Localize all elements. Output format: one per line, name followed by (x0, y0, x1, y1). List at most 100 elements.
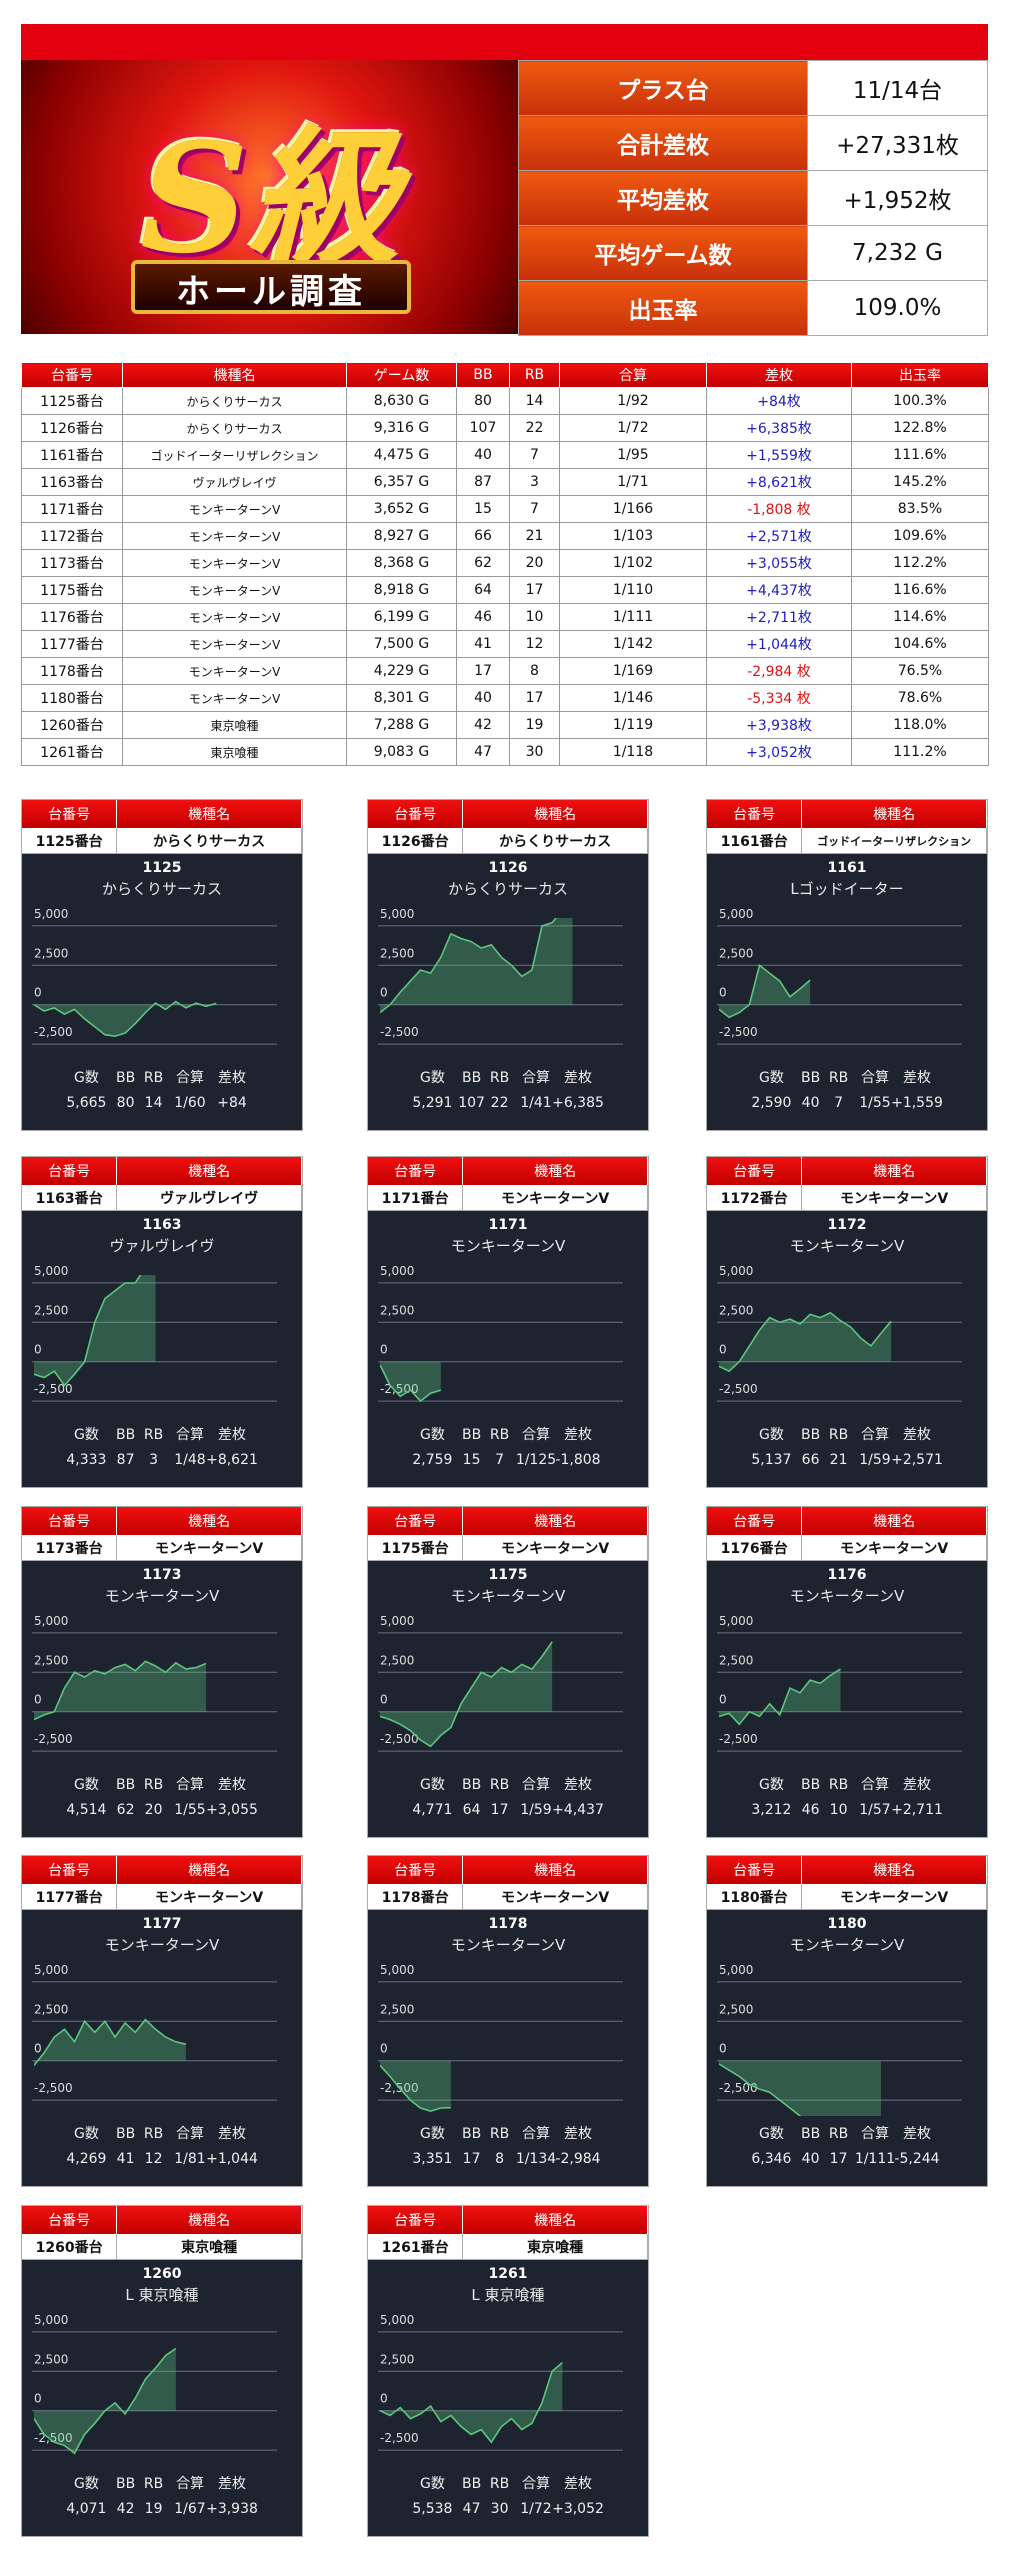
table-cell: 83.5% (851, 495, 989, 523)
stat-value: 47 (463, 2501, 481, 2517)
table-cell: +84枚 (706, 387, 852, 415)
stat-value: -1,808 (555, 1452, 600, 1468)
stat-value: 5,665 (66, 1095, 106, 1111)
table-cell: +2,571枚 (706, 522, 852, 550)
stat-value: +2,711 (891, 1802, 943, 1818)
chart-subtitle: モンキーターンV (790, 1587, 905, 1605)
y-tick-label: 5,000 (380, 907, 414, 921)
stat-label: BB (462, 1070, 481, 1086)
table-row: 1161番台 ゴッドイーターリザレクション 4,475 G 40 7 1/95 +1,559… (21, 441, 989, 469)
stat-label: G数 (420, 1777, 445, 1793)
header-label: 機種名 (463, 1157, 648, 1185)
stat-value: 40 (802, 1095, 820, 1111)
line (380, 2361, 563, 2444)
y-tick-label: -2,500 (380, 1732, 419, 1746)
header-label: 台番号 (22, 1157, 118, 1185)
table-cell: 40 (456, 441, 510, 469)
logo: S級 ホール調査 (21, 60, 518, 334)
table-cell: +6,385枚 (706, 414, 852, 442)
stat-label: RB (829, 1427, 848, 1443)
table-cell: 12 (509, 630, 560, 658)
line (380, 1641, 553, 1748)
machine-card: 台番号 機種名 1176番台 モンキーターンV 1176 モンキーターンV 5,000 2,5… (706, 1506, 988, 1838)
chart-subtitle: モンキーターンV (105, 1587, 220, 1605)
table-cell: 1/169 (559, 657, 707, 685)
area-fill (380, 2362, 563, 2443)
stat-label: 合算 (176, 2476, 204, 2492)
stat-label: 合算 (176, 1070, 204, 1086)
stat-label: BB (116, 2476, 135, 2492)
y-tick-label: -2,500 (34, 1732, 73, 1746)
stat-value: 3,212 (751, 1802, 791, 1818)
machine-model: モンキーターンV (463, 1884, 648, 1909)
table-cell: 1/72 (559, 414, 707, 442)
stat-label: 差枚 (564, 2126, 592, 2142)
stat-label: 差枚 (903, 1070, 931, 1086)
chart-panel: 1171モンキーターンV5,0002,5000-2,500G数2,759BB15… (368, 1211, 648, 1487)
stat-label: BB (801, 1427, 820, 1443)
column-header: RB (509, 362, 560, 388)
header-label: 機種名 (463, 2206, 648, 2234)
chart-panel: 1161 Lゴッドイーター 5,000 2,500 0 -2,500 G数 2,590 BB 40… (707, 854, 987, 1130)
y-tick-label: 5,000 (380, 1963, 414, 1977)
y-tick-label: -2,500 (719, 1732, 758, 1746)
y-tick-label: -2,500 (719, 1025, 758, 1039)
stat-label: RB (144, 1070, 163, 1086)
card-name-row: 1260番台 東京喰種 (22, 2234, 302, 2260)
chart-panel: 1163 ヴァルヴレイヴ 5,000 2,500 0 -2,500 G数 4,333 BB 87 R… (22, 1211, 302, 1487)
y-tick-label: 2,500 (719, 1653, 753, 1667)
stat-label: G数 (74, 1777, 99, 1793)
table-cell: 100.3% (851, 387, 989, 415)
stat-label: BB (801, 1070, 820, 1086)
card-name-row: 1163番台 ヴァルヴレイヴ (22, 1185, 302, 1211)
chart-title: 1175 (489, 1567, 528, 1583)
line (719, 1668, 841, 1726)
stat-label: G数 (420, 2476, 445, 2492)
stat-label: BB (116, 1777, 135, 1793)
table-cell: +3,055枚 (706, 549, 852, 577)
stat-value: 4,269 (66, 2151, 106, 2167)
line (719, 2063, 802, 2116)
table-cell: モンキーターンV (122, 684, 347, 712)
stat-label: 差枚 (903, 1777, 931, 1793)
machine-card: 台番号 機種名 1173番台 モンキーターンV 1173 モンキーターンV 5,000 2,5… (21, 1506, 303, 1838)
table-cell: 1/92 (559, 387, 707, 415)
summary-label: 平均差枚 (518, 170, 808, 226)
summary-label: プラス台 (518, 60, 808, 116)
y-tick-label: -2,500 (719, 1382, 758, 1396)
header-label: 台番号 (368, 800, 464, 828)
table-cell: 10 (509, 603, 560, 631)
summary-value: 7,232 G (807, 225, 988, 281)
stat-value: 3 (149, 1452, 158, 1468)
card-name-row: 1178番台 モンキーターンV (368, 1884, 648, 1910)
header-label: 機種名 (117, 800, 302, 828)
stat-value: 1/67 (174, 2501, 205, 2517)
table-cell: 1261番台 (21, 738, 123, 766)
machine-number: 1176番台 (707, 1535, 803, 1560)
stat-label: 合算 (861, 2126, 889, 2142)
chart-title: 1172 (828, 1217, 867, 1233)
table-cell: モンキーターンV (122, 576, 347, 604)
stat-label: 差枚 (903, 1427, 931, 1443)
header-label: 機種名 (802, 1507, 987, 1535)
table-row: 1163番台 ヴァルヴレイヴ 6,357 G 87 3 1/71 +8,621枚 145.2% (21, 468, 989, 496)
stat-label: 差枚 (903, 2126, 931, 2142)
card-header: 台番号 機種名 (368, 1157, 648, 1185)
chart-panel: 1176 モンキーターンV 5,000 2,500 0 -2,500 G数 3,212 BB 46… (707, 1561, 987, 1837)
summary-row: 合計差枚 +27,331枚 (518, 115, 988, 171)
table-cell: 62 (456, 549, 510, 577)
table-row: 1180番台 モンキーターンV 8,301 G 40 17 1/146 -5,334 枚 78… (21, 684, 989, 712)
stat-label: 合算 (522, 1427, 550, 1443)
chart-panel: 1178モンキーターンV5,0002,5000-2,500G数3,351BB17… (368, 1910, 648, 2186)
card-name-row: 1126番台 からくりサーカス (368, 828, 648, 854)
card-header: 台番号 機種名 (707, 800, 987, 828)
table-cell: 1/166 (559, 495, 707, 523)
table-cell: 7,500 G (346, 630, 457, 658)
chart-subtitle: モンキーターンV (451, 1237, 566, 1255)
table-cell: 1175番台 (21, 576, 123, 604)
machine-model: からくりサーカス (117, 828, 302, 853)
stat-value: 87 (117, 1452, 135, 1468)
table-cell: 1161番台 (21, 441, 123, 469)
table-cell: 118.0% (851, 711, 989, 739)
stat-label: RB (144, 1777, 163, 1793)
